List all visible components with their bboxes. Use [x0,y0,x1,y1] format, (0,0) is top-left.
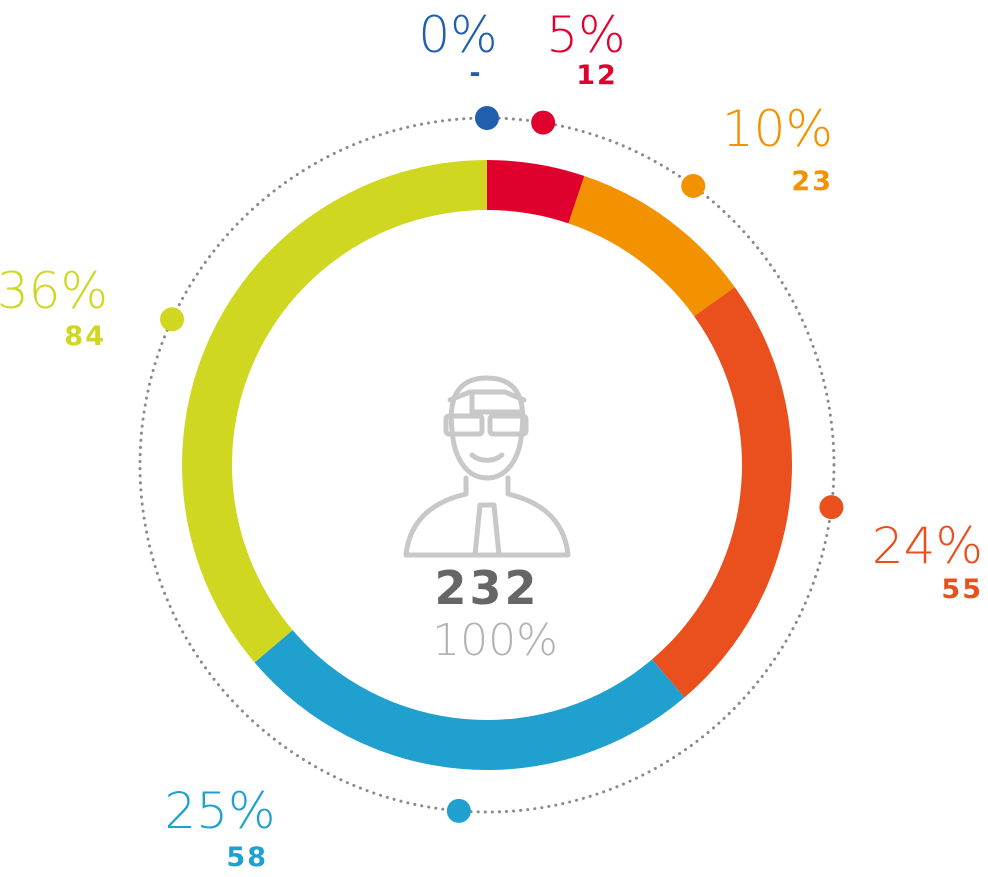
segment-dot [531,110,556,135]
donut: 0%- 5%12 10% 23 24%55 25%58 36%84 [0,6,983,873]
percentage-label: 25% [164,782,275,840]
donut-segment [487,160,585,224]
value-label: - [469,58,482,89]
percentage-label: 0% [418,6,497,64]
value-label: 58 [226,842,268,873]
segment-dot [819,495,844,520]
segment-dot [446,798,471,823]
person-icon [403,375,571,558]
segment-dot [681,173,706,198]
value-label: 55 [941,574,983,605]
value-label: 84 [64,321,106,352]
percentage-label: 24% [872,517,983,575]
donut-segment [182,159,487,663]
value-label: 12 [576,60,618,91]
dotted-ring [138,116,836,814]
total-percentage: 100% [432,615,558,666]
donut-segment [568,175,735,317]
segment-dot [160,307,185,332]
percentage-label: 5% [546,6,625,64]
donut-segment [652,287,792,698]
value-label: 23 [791,166,833,197]
percentage-label: 10% [722,100,833,158]
segment-dot [475,106,499,130]
donut-segment [254,630,685,771]
total-value: 232 [434,561,539,615]
percentage-label: 36% [0,262,108,320]
